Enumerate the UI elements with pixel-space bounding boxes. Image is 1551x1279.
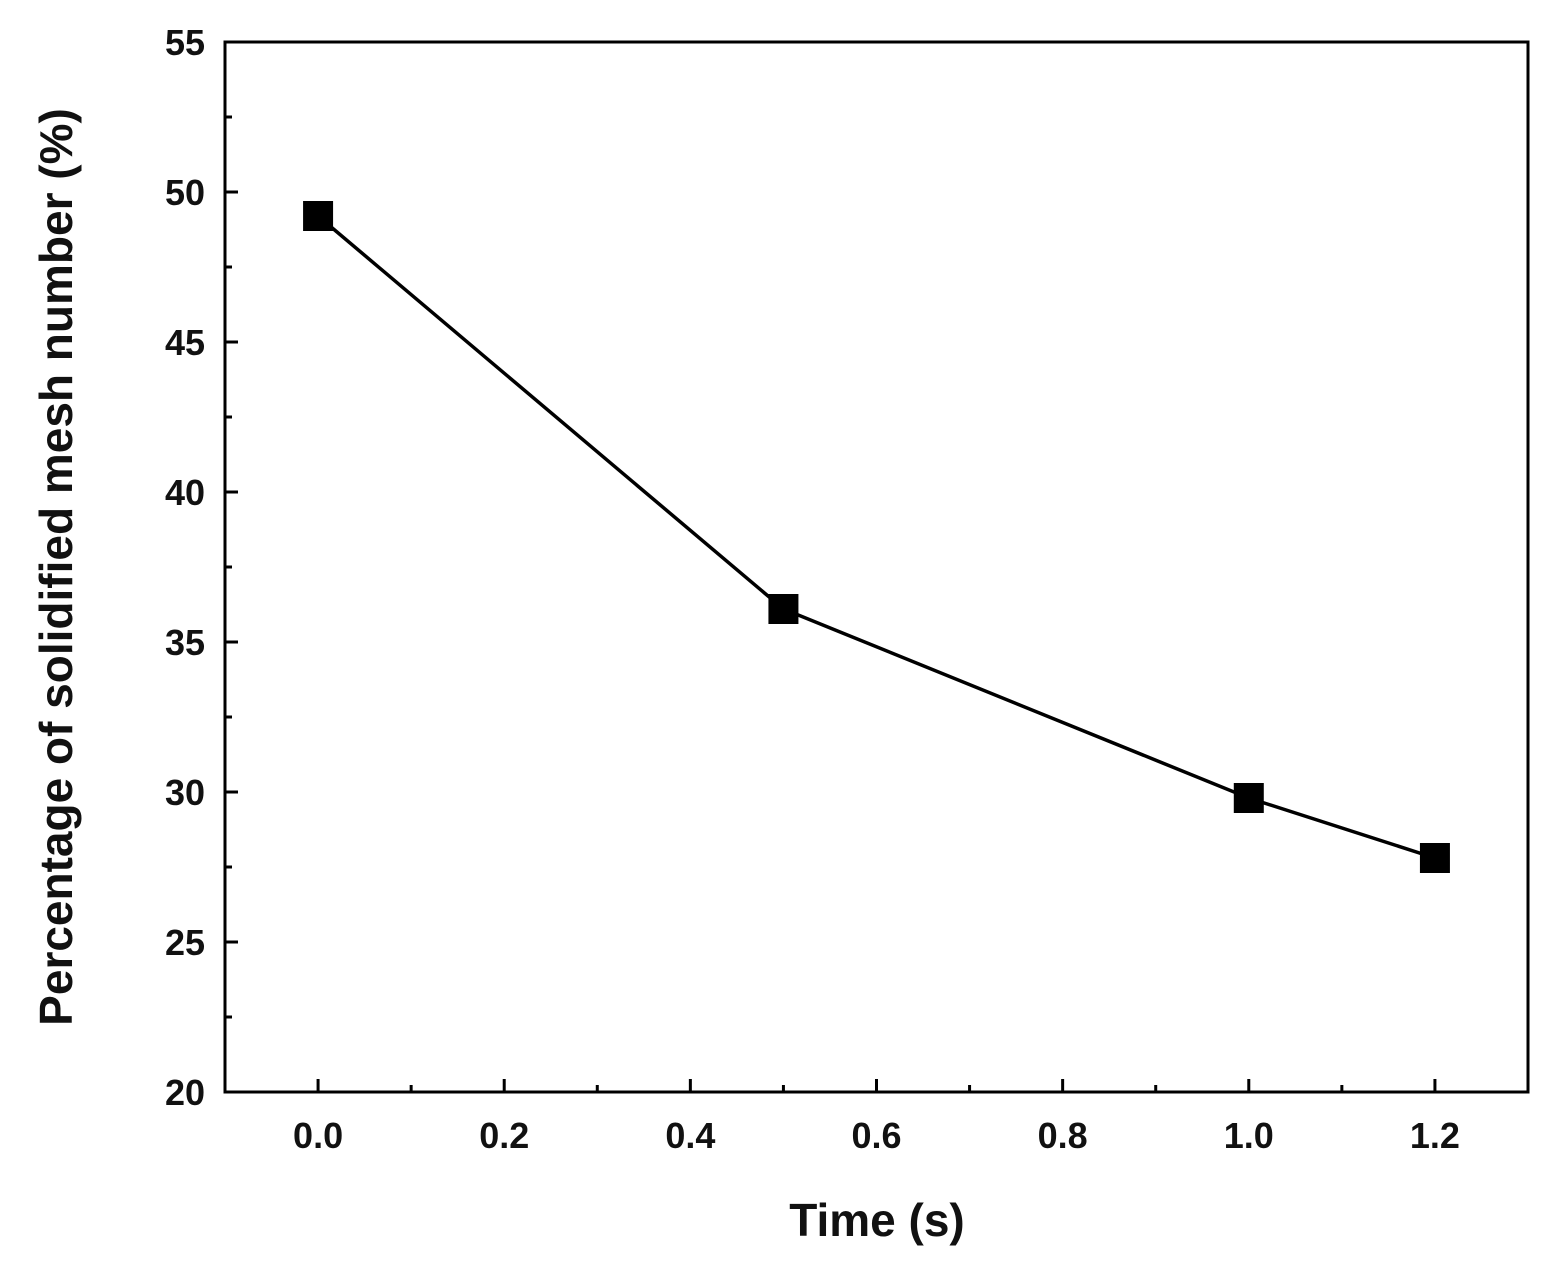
y-axis-title: Percentage of solidified mesh number (%) (30, 108, 82, 1026)
x-tick-label: 0.0 (293, 1115, 343, 1156)
y-tick-label: 50 (165, 172, 205, 213)
plot-frame (223, 40, 1530, 1094)
tick-labels: 0.0 0.2 0.4 0.6 0.8 1.0 1.2 20 25 30 35 40 45 50 55 (165, 22, 1460, 1156)
y-tick-label: 25 (165, 922, 205, 963)
y-tick-label: 40 (165, 472, 205, 513)
tick-marks (223, 40, 1530, 1094)
x-tick-label: 0.8 (1038, 1115, 1088, 1156)
data-point-marker (1233, 783, 1264, 813)
data-series (303, 201, 1450, 873)
x-tick-label: 0.4 (665, 1115, 715, 1156)
y-tick-label: 35 (165, 622, 205, 663)
x-tick-label: 1.0 (1224, 1115, 1274, 1156)
y-tick-label: 30 (165, 772, 205, 813)
x-tick-label: 0.2 (479, 1115, 529, 1156)
data-point-marker (768, 594, 799, 624)
x-tick-label: 1.2 (1410, 1115, 1460, 1156)
y-tick-label: 45 (165, 322, 205, 363)
y-tick-label: 55 (165, 22, 205, 63)
x-axis-title: Time (s) (789, 1194, 965, 1246)
data-point-marker (303, 201, 334, 231)
x-tick-label: 0.6 (851, 1115, 901, 1156)
y-tick-label: 20 (165, 1072, 205, 1113)
data-point-marker (1419, 843, 1450, 873)
series-line (316, 214, 1436, 860)
